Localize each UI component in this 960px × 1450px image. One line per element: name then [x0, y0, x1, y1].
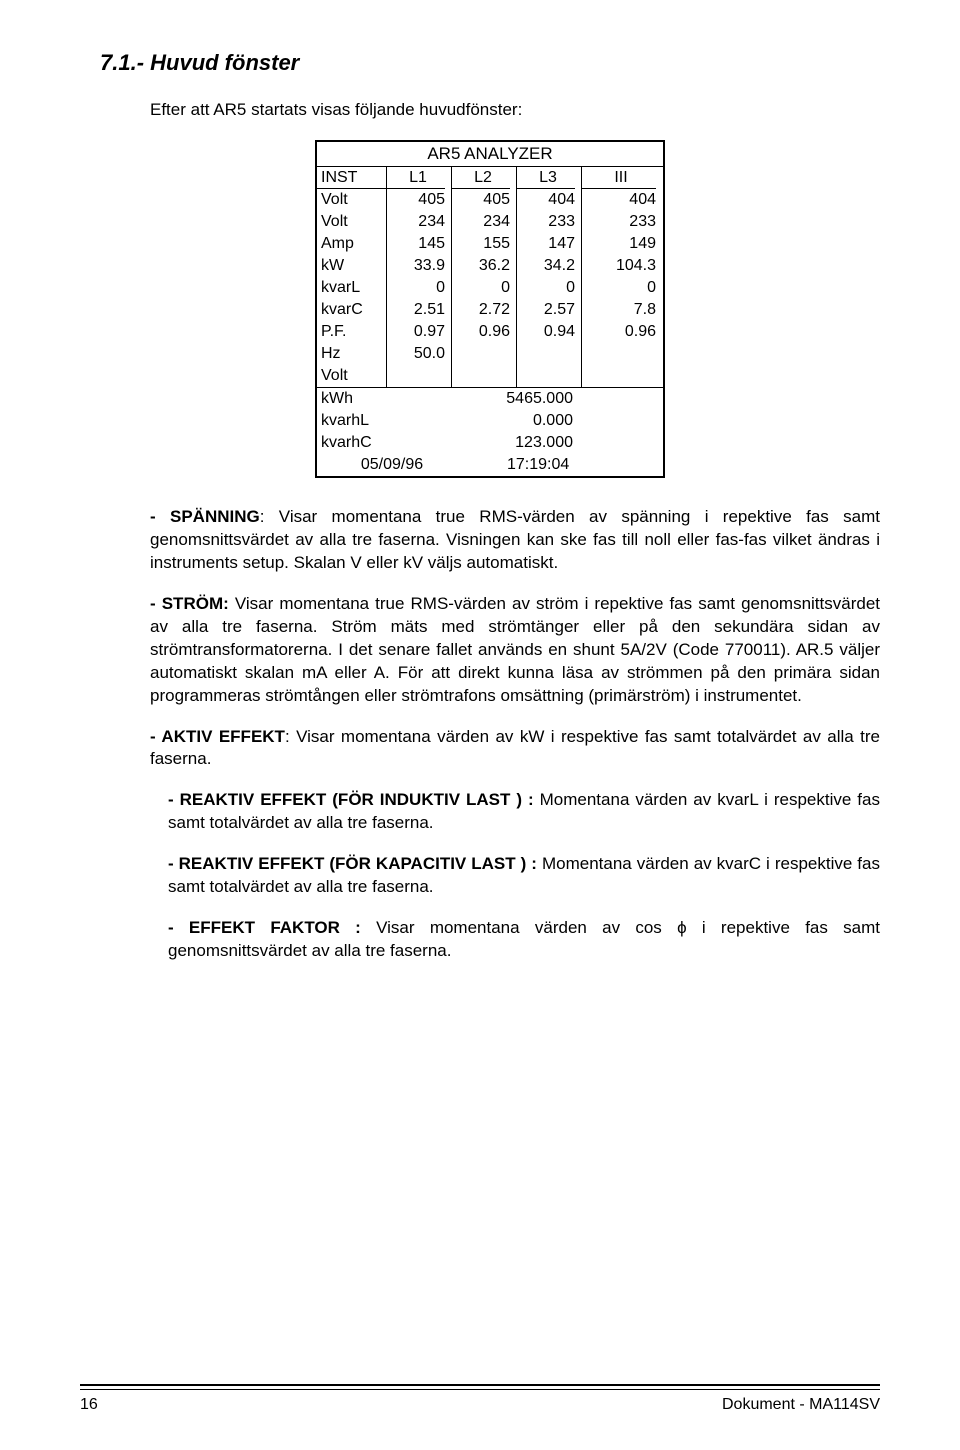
cell: 34.2	[517, 255, 575, 277]
bullet-lead: - AKTIV EFFEKT	[150, 727, 285, 746]
row-label: Volt	[317, 365, 386, 387]
cell: 404	[517, 189, 575, 211]
cell	[517, 343, 575, 365]
cell: 50.0	[387, 343, 445, 365]
bottom-label: kvarhC	[317, 432, 397, 454]
analyzer-table: AR5 ANALYZER INST Volt Volt Amp kW kvarL…	[315, 140, 665, 478]
col-header: L3	[517, 167, 575, 189]
cell: 2.57	[517, 299, 575, 321]
bullet-lead: - STRÖM:	[150, 594, 229, 613]
bullet-body: Visar momentana true RMS-värden av ström…	[150, 594, 880, 705]
intro-text: Efter att AR5 startats visas följande hu…	[150, 100, 880, 120]
analyzer-grid: INST Volt Volt Amp kW kvarL kvarC P.F. H…	[317, 167, 663, 387]
col-header: III	[582, 167, 656, 189]
bottom-label: kvarhL	[317, 410, 397, 432]
row-label: kvarL	[317, 277, 386, 299]
bottom-value: 5465.000	[397, 388, 663, 410]
bullet-strom: - STRÖM: Visar momentana true RMS-värden…	[150, 593, 880, 708]
cell: 405	[452, 189, 510, 211]
cell: 0	[582, 277, 656, 299]
bullet-lead: - SPÄNNING	[150, 507, 260, 526]
row-label: kW	[317, 255, 386, 277]
cell: 0.96	[452, 321, 510, 343]
cell: 2.72	[452, 299, 510, 321]
cell: 0.94	[517, 321, 575, 343]
bottom-label: kWh	[317, 388, 397, 410]
row-label: Volt	[317, 211, 386, 233]
cell	[387, 365, 445, 387]
row-label: kvarC	[317, 299, 386, 321]
bottom-value: 123.000	[397, 432, 663, 454]
cell: 149	[582, 233, 656, 255]
bullet-reaktiv-induktiv: - REAKTIV EFFEKT (FÖR INDUKTIV LAST ) : …	[168, 789, 880, 835]
bottom-value: 0.000	[397, 410, 663, 432]
analyzer-title: AR5 ANALYZER	[317, 142, 663, 167]
bullet-reaktiv-kapacitiv: - REAKTIV EFFEKT (FÖR KAPACITIV LAST ) :…	[168, 853, 880, 899]
cell: 0	[387, 277, 445, 299]
cell: 0.97	[387, 321, 445, 343]
page-footer: 16 Dokument - MA114SV	[80, 1384, 880, 1414]
analyzer-date: 05/09/96	[317, 454, 467, 476]
page-number: 16	[80, 1396, 98, 1414]
cell: 404	[582, 189, 656, 211]
row-label: Hz	[317, 343, 386, 365]
cell	[452, 343, 510, 365]
cell: 104.3	[582, 255, 656, 277]
cell	[582, 343, 656, 365]
bullet-effekt-faktor: - EFFEKT FAKTOR : Visar momentana värden…	[168, 917, 880, 963]
row-label: Amp	[317, 233, 386, 255]
cell: 233	[582, 211, 656, 233]
bullet-lead: - REAKTIV EFFEKT (FÖR INDUKTIV LAST ) :	[168, 790, 534, 809]
cell: 7.8	[582, 299, 656, 321]
cell: 0	[452, 277, 510, 299]
col-header: L2	[452, 167, 510, 189]
bullet-aktiv-effekt: - AKTIV EFFEKT: Visar momentana värden a…	[150, 726, 880, 772]
cell: 405	[387, 189, 445, 211]
cell: 0	[517, 277, 575, 299]
bullet-lead: - REAKTIV EFFEKT (FÖR KAPACITIV LAST ) :	[168, 854, 537, 873]
bullet-body: : Visar momentana true RMS-värden av spä…	[150, 507, 880, 572]
bullet-spanning: - SPÄNNING: Visar momentana true RMS-vär…	[150, 506, 880, 575]
analyzer-time: 17:19:04	[467, 454, 663, 476]
cell: 234	[387, 211, 445, 233]
section-heading: 7.1.- Huvud fönster	[100, 50, 880, 76]
cell: 0.96	[582, 321, 656, 343]
cell	[452, 365, 510, 387]
cell: 155	[452, 233, 510, 255]
cell: 2.51	[387, 299, 445, 321]
cell	[517, 365, 575, 387]
cell: 36.2	[452, 255, 510, 277]
row-label: P.F.	[317, 321, 386, 343]
bullet-lead: - EFFEKT FAKTOR :	[168, 918, 361, 937]
cell: 234	[452, 211, 510, 233]
col-header: INST	[317, 167, 386, 189]
document-id: Dokument - MA114SV	[722, 1396, 880, 1414]
row-label: Volt	[317, 189, 386, 211]
cell: 147	[517, 233, 575, 255]
analyzer-bottom: kWh 5465.000 kvarhL 0.000 kvarhC 123.000…	[317, 387, 663, 476]
cell: 145	[387, 233, 445, 255]
bullet-list: - SPÄNNING: Visar momentana true RMS-vär…	[150, 506, 880, 963]
cell: 33.9	[387, 255, 445, 277]
col-header: L1	[387, 167, 445, 189]
cell: 233	[517, 211, 575, 233]
cell	[582, 365, 656, 387]
